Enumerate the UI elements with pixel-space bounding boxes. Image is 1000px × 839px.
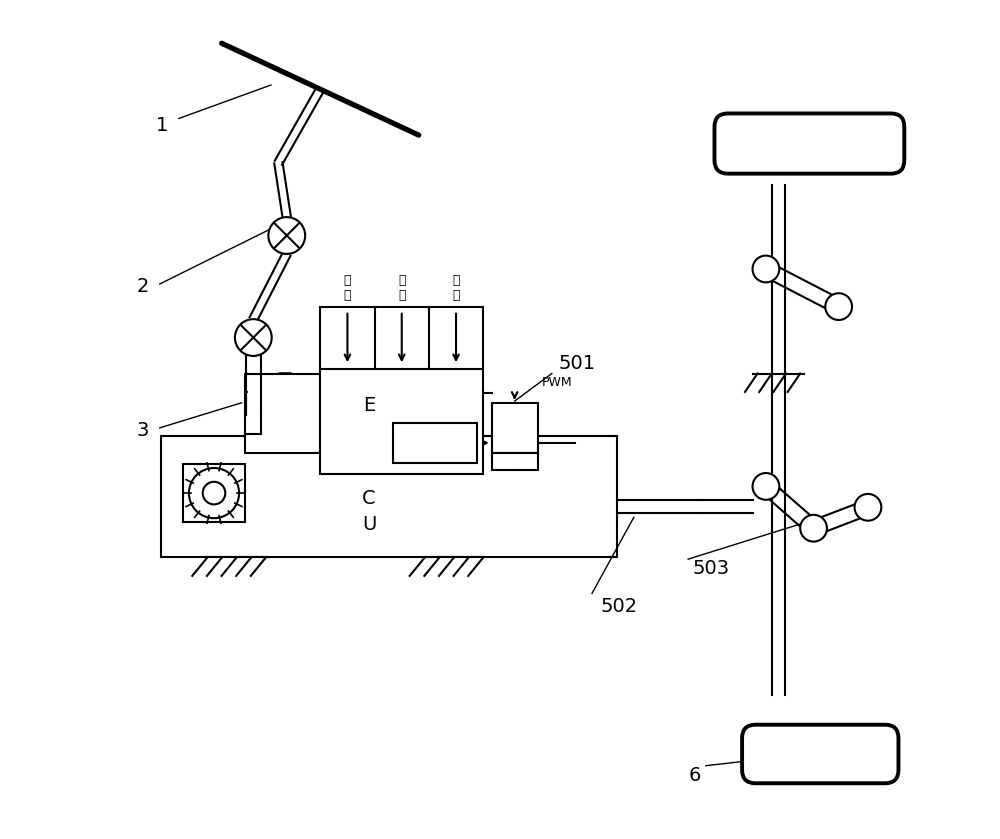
Text: 电流: 电流: [427, 436, 442, 450]
Bar: [393, 423, 477, 463]
Circle shape: [268, 217, 305, 254]
Circle shape: [825, 293, 852, 320]
Text: 503: 503: [692, 560, 729, 578]
Text: 车
速: 车 速: [398, 274, 405, 302]
Text: U: U: [362, 514, 376, 534]
FancyBboxPatch shape: [742, 725, 898, 784]
Circle shape: [855, 494, 881, 521]
Text: 点
火: 点 火: [344, 274, 351, 302]
Bar: [492, 403, 538, 453]
Text: 502: 502: [600, 597, 637, 616]
Text: PWM: PWM: [542, 377, 572, 389]
Text: C: C: [362, 489, 376, 508]
Circle shape: [203, 482, 225, 504]
Text: 3: 3: [136, 421, 149, 440]
Bar: [320, 369, 483, 474]
Text: 6: 6: [689, 766, 701, 784]
Circle shape: [800, 515, 827, 542]
FancyBboxPatch shape: [714, 113, 904, 174]
Circle shape: [235, 319, 272, 356]
Text: 转角: 转角: [277, 413, 292, 425]
Circle shape: [753, 256, 779, 283]
Bar: [161, 436, 617, 557]
Text: E: E: [363, 396, 375, 415]
Text: 1: 1: [155, 116, 168, 135]
Text: 501: 501: [559, 354, 596, 373]
Text: 2: 2: [136, 278, 149, 296]
Bar: [245, 374, 320, 452]
Circle shape: [189, 468, 239, 519]
Text: 转矩: 转矩: [277, 371, 292, 384]
Text: 电
源: 电 源: [452, 274, 460, 302]
Circle shape: [753, 473, 779, 500]
Bar: [183, 464, 245, 523]
Bar: [492, 453, 538, 470]
